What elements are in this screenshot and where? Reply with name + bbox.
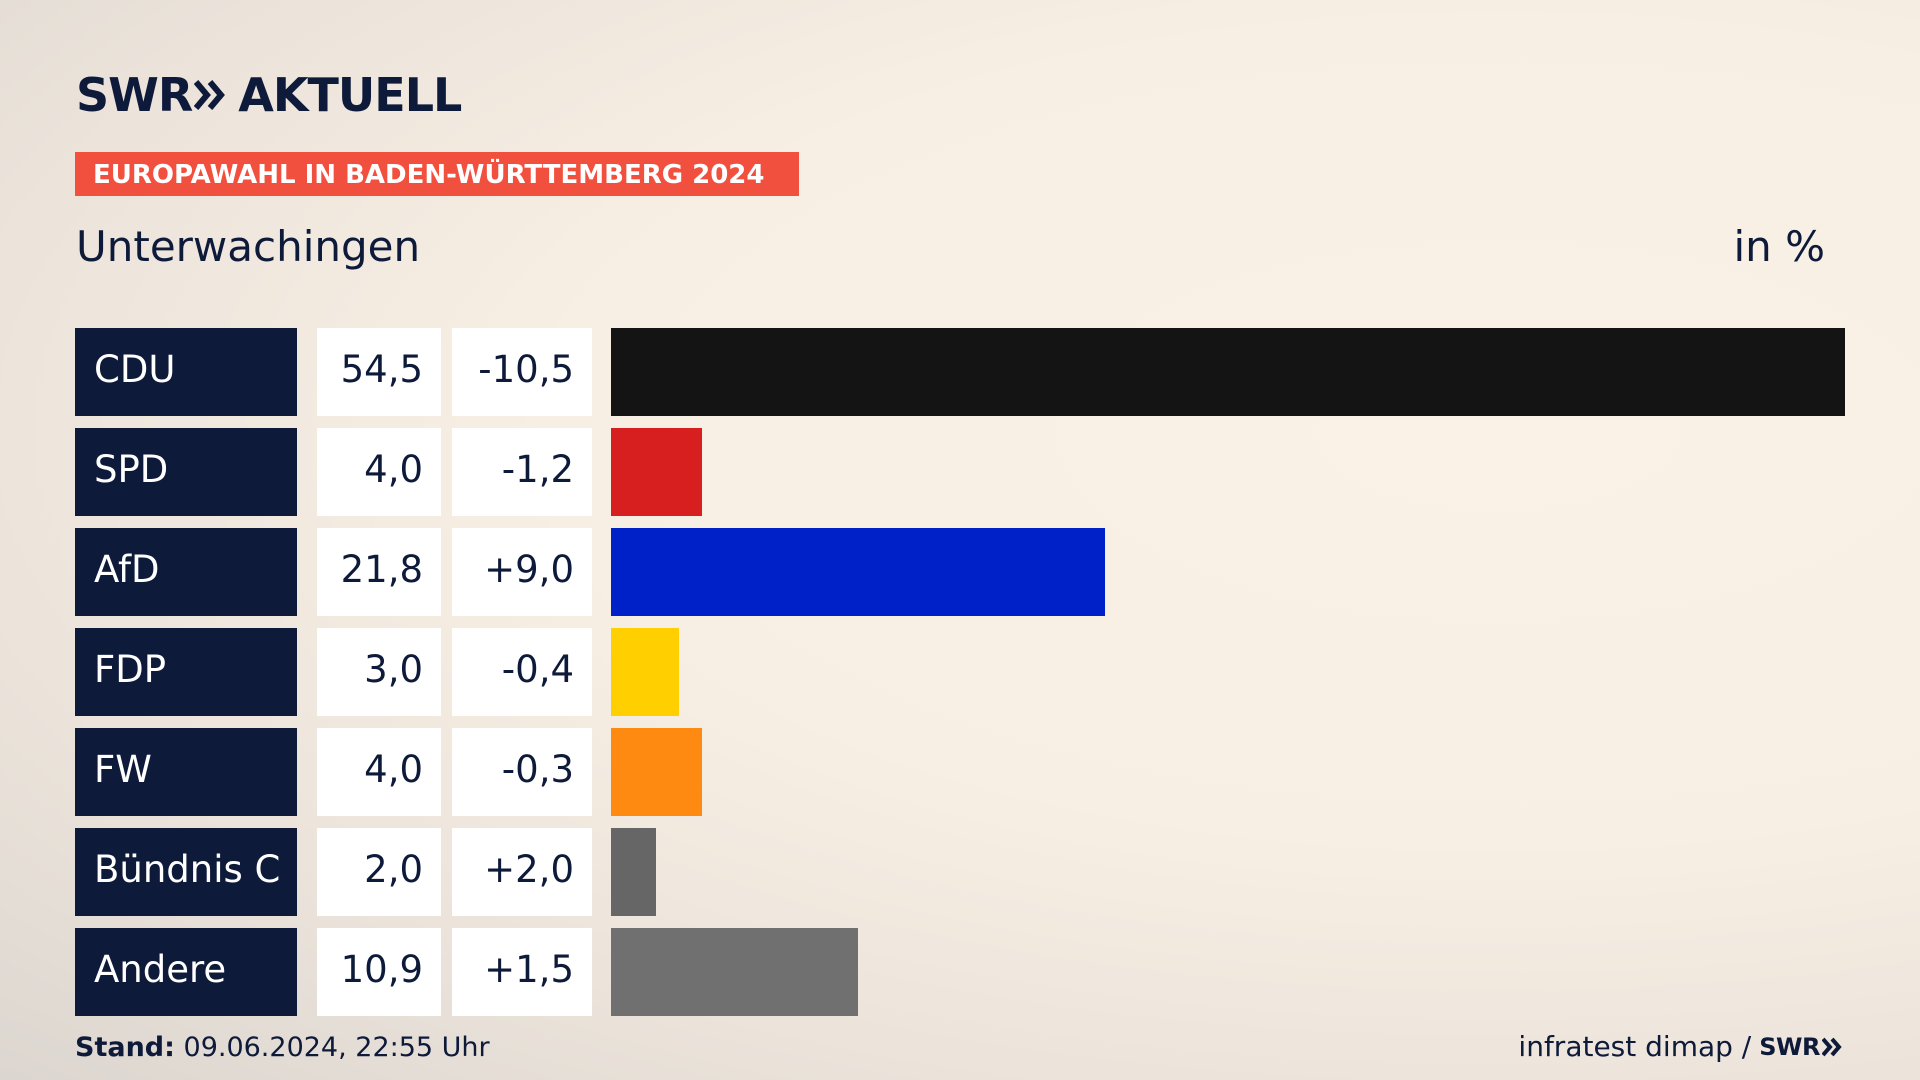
bar-cdu	[611, 328, 1845, 416]
result-row: CDU 54,5 -10,5	[0, 328, 1920, 416]
value-label: 4,0	[364, 448, 423, 491]
source-credit: infratest dimap / SWR	[1518, 1030, 1844, 1063]
value-cell: 4,0	[317, 728, 441, 816]
result-row: AfD 21,8 +9,0	[0, 528, 1920, 616]
bar-afd	[611, 528, 1105, 616]
value-cell: 4,0	[317, 428, 441, 516]
party-name: SPD	[94, 448, 169, 491]
result-row: SPD 4,0 -1,2	[0, 428, 1920, 516]
election-banner: EUROPAWAHL IN BADEN-WÜRTTEMBERG 2024	[75, 152, 799, 196]
party-name: CDU	[94, 348, 176, 391]
place-title: Unterwachingen	[76, 222, 421, 271]
result-row: FW 4,0 -0,3	[0, 728, 1920, 816]
party-label-box: AfD	[75, 528, 297, 616]
value-label: 10,9	[340, 948, 423, 991]
diff-label: +2,0	[484, 848, 574, 891]
small-double-chevron-icon	[1822, 1037, 1842, 1056]
party-label-box: FDP	[75, 628, 297, 716]
diff-label: -10,5	[478, 348, 574, 391]
small-logo-text: SWR	[1759, 1032, 1820, 1061]
double-chevron-icon	[194, 79, 228, 111]
party-label-box: Bündnis C	[75, 828, 297, 916]
result-row: Andere 10,9 +1,5	[0, 928, 1920, 1016]
party-name: Bündnis C	[94, 848, 281, 891]
party-name: FDP	[94, 648, 167, 691]
value-label: 3,0	[364, 648, 423, 691]
diff-cell: -10,5	[452, 328, 592, 416]
diff-label: -0,3	[501, 748, 574, 791]
value-label: 4,0	[364, 748, 423, 791]
value-cell: 2,0	[317, 828, 441, 916]
election-banner-text: EUROPAWAHL IN BADEN-WÜRTTEMBERG 2024	[93, 160, 765, 190]
diff-cell: -0,4	[452, 628, 592, 716]
value-label: 54,5	[340, 348, 423, 391]
value-cell: 10,9	[317, 928, 441, 1016]
logo-aktuell-text: AKTUELL	[238, 68, 462, 122]
unit-label: in %	[1733, 222, 1825, 271]
diff-cell: +1,5	[452, 928, 592, 1016]
source-text: infratest dimap /	[1518, 1030, 1752, 1063]
party-label-box: Andere	[75, 928, 297, 1016]
party-name: Andere	[94, 948, 227, 991]
value-cell: 21,8	[317, 528, 441, 616]
party-label-box: SPD	[75, 428, 297, 516]
stand-label: Stand:	[75, 1032, 175, 1063]
diff-cell: -0,3	[452, 728, 592, 816]
party-name: FW	[94, 748, 152, 791]
party-name: AfD	[94, 548, 160, 591]
diff-cell: +9,0	[452, 528, 592, 616]
logo-swr-text: SWR	[76, 68, 193, 122]
bar-spd	[611, 428, 702, 516]
value-cell: 54,5	[317, 328, 441, 416]
diff-label: -0,4	[501, 648, 574, 691]
swr-aktuell-logo: SWR AKTUELL	[76, 68, 462, 122]
value-label: 21,8	[340, 548, 423, 591]
diff-cell: +2,0	[452, 828, 592, 916]
bar-fw	[611, 728, 702, 816]
diff-label: -1,2	[501, 448, 574, 491]
diff-label: +9,0	[484, 548, 574, 591]
result-row: FDP 3,0 -0,4	[0, 628, 1920, 716]
party-label-box: CDU	[75, 328, 297, 416]
stand-value: 09.06.2024, 22:55 Uhr	[183, 1032, 490, 1063]
value-label: 2,0	[364, 848, 423, 891]
bar-fdp	[611, 628, 679, 716]
bar-andere	[611, 928, 858, 1016]
party-label-box: FW	[75, 728, 297, 816]
value-cell: 3,0	[317, 628, 441, 716]
diff-cell: -1,2	[452, 428, 592, 516]
bar-bündnis-c	[611, 828, 656, 916]
diff-label: +1,5	[484, 948, 574, 991]
swr-small-logo: SWR	[1759, 1033, 1844, 1061]
timestamp: Stand: 09.06.2024, 22:55 Uhr	[75, 1032, 490, 1063]
result-row: Bündnis C 2,0 +2,0	[0, 828, 1920, 916]
